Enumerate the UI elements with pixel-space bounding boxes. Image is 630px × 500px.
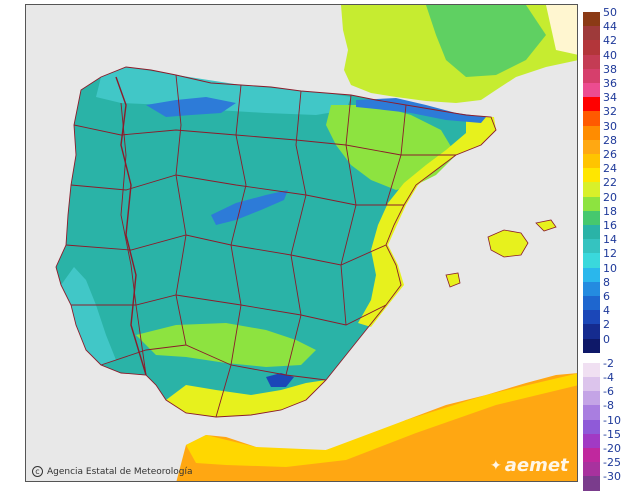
legend-label: 32: [603, 105, 617, 119]
legend-label: 36: [603, 77, 617, 90]
legend-label: -20: [603, 442, 621, 455]
legend-label: 8: [603, 275, 610, 289]
legend-swatch: [583, 54, 600, 70]
legend-label: 0: [603, 332, 610, 346]
legend-label: 22: [603, 176, 617, 190]
menorca-island: [535, 219, 557, 232]
france-green: [426, 5, 546, 77]
legend-swatch: [583, 324, 600, 340]
legend-swatch: [583, 433, 600, 449]
legend-swatch: [583, 125, 600, 141]
ibiza-island: [445, 272, 461, 288]
legend-label: 12: [603, 247, 617, 261]
legend-label: -30: [603, 470, 621, 484]
legend-swatch: [583, 448, 600, 463]
legend-swatch: [583, 26, 600, 41]
legend-swatch: [583, 225, 600, 240]
map-frame: [25, 4, 578, 482]
legend-swatch: [583, 182, 600, 198]
legend-label: 30: [603, 119, 617, 133]
legend-swatch: [583, 210, 600, 226]
legend-label: 24: [603, 162, 617, 176]
legend-swatch: [583, 239, 600, 254]
legend-swatch: [583, 40, 600, 56]
legend-swatch: [583, 68, 600, 84]
legend-swatch: [583, 111, 600, 127]
legend-label: -15: [603, 427, 621, 441]
legend-label: -10: [603, 413, 621, 427]
copyright-icon: c: [32, 466, 43, 477]
legend-swatch: [583, 97, 600, 112]
legend-swatch: [583, 168, 600, 183]
credit: c Agencia Estatal de Meteorología: [32, 466, 193, 477]
central-system-cold: [211, 190, 288, 225]
mallorca-island: [487, 229, 529, 258]
legend-swatch: [583, 476, 600, 492]
legend-label: 38: [603, 62, 617, 76]
aemet-logo-icon: ✦: [490, 457, 502, 474]
legend-swatch: [583, 419, 600, 435]
legend-label: 6: [603, 290, 610, 303]
alps-region: [546, 5, 577, 55]
sierra-nevada-cold: [266, 373, 294, 387]
legend-label: 4: [603, 304, 610, 318]
legend-label: -2: [603, 356, 614, 370]
legend-swatch: [583, 310, 600, 325]
legend-label: 14: [603, 233, 617, 247]
legend-label: 42: [603, 34, 617, 48]
legend-label: 2: [603, 318, 610, 332]
legend-swatch: [583, 296, 600, 311]
legend-label: -25: [603, 456, 621, 470]
mediterranean-coast: [358, 115, 496, 327]
temperature-legend: [583, 12, 600, 492]
legend-label: -8: [603, 399, 614, 413]
legend-label: 44: [603, 20, 617, 34]
legend-label: -6: [603, 385, 614, 399]
cantabrian-cold: [146, 97, 236, 117]
legend-label: 34: [603, 91, 617, 105]
africa-coast-yellow: [186, 373, 577, 467]
legend-label: 10: [603, 261, 617, 275]
legend-swatch: [583, 338, 600, 354]
legend-swatch: [583, 83, 600, 98]
credit-text: Agencia Estatal de Meteorología: [47, 466, 193, 477]
pyrenees-cold: [356, 98, 486, 123]
legend-label: 50: [603, 6, 617, 19]
legend-swatch: [583, 12, 600, 27]
legend-label: -4: [603, 371, 614, 384]
legend-label: 20: [603, 190, 617, 204]
brand-logo: ✦ aemet: [490, 455, 569, 476]
legend-swatch: [583, 362, 600, 378]
legend-label: 18: [603, 204, 617, 218]
legend-swatch: [583, 196, 600, 212]
legend-swatch: [583, 253, 600, 269]
portugal-coast: [61, 267, 116, 365]
legend-swatch: [583, 154, 600, 169]
temperature-map[interactable]: [26, 5, 578, 482]
legend-swatch: [583, 281, 600, 297]
legend-label: 28: [603, 133, 617, 147]
legend-label: 40: [603, 48, 617, 62]
brand-text: aemet: [504, 455, 569, 476]
portugal-spain-border: [115, 76, 147, 376]
province-borders: [55, 66, 497, 418]
legend-swatch: [583, 405, 600, 421]
legend-swatch: [583, 267, 600, 283]
guadalquivir-valley: [136, 323, 316, 367]
legend-label: 16: [603, 219, 617, 232]
legend-label: 26: [603, 148, 617, 161]
legend-swatch: [583, 391, 600, 406]
legend-swatch: [583, 377, 600, 392]
legend-swatch: [583, 462, 600, 477]
legend-swatch: [583, 139, 600, 155]
